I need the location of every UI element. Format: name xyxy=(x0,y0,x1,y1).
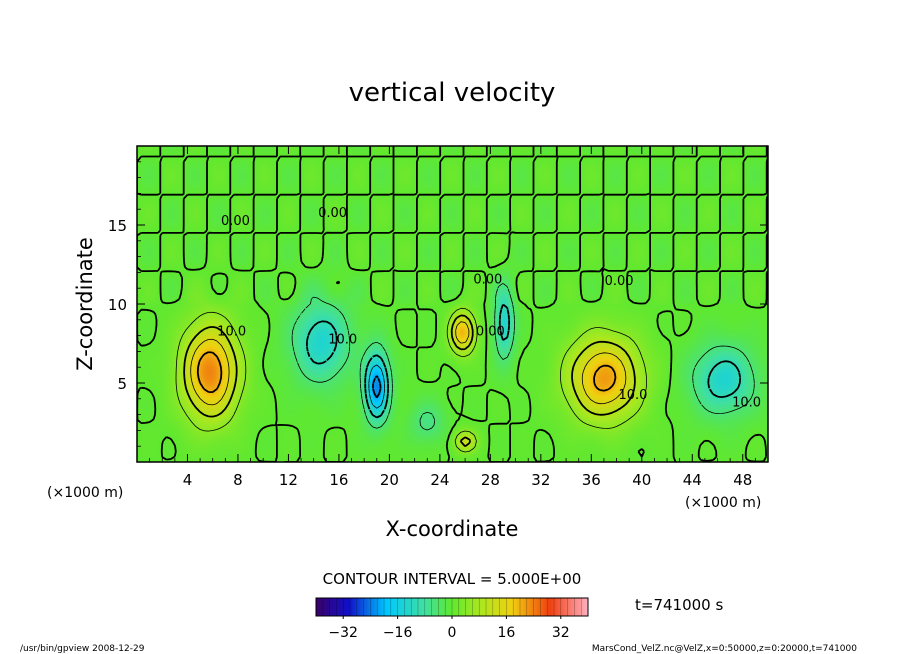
colorbar-tick-label: 0 xyxy=(448,625,457,641)
colorbar-ticks: −32 −16 0 16 32 xyxy=(328,616,570,641)
x-tick-label: 16 xyxy=(329,471,348,489)
colorbar-tick-label: −32 xyxy=(328,625,358,641)
contour-level-neg15 xyxy=(368,364,385,409)
contour-label: 10.0 xyxy=(618,388,647,403)
x-unit-left: (×1000 m) xyxy=(47,485,123,501)
contour-label: 0.00 xyxy=(473,272,502,287)
x-unit-right: (×1000 m) xyxy=(685,495,761,511)
x-tick-label: 48 xyxy=(733,471,752,489)
contour-interval-text: CONTOUR INTERVAL = 5.000E+00 xyxy=(323,570,582,588)
x-tick-label: 12 xyxy=(279,471,298,489)
colorbar-stripes xyxy=(322,598,582,616)
contour-label: 10.0 xyxy=(732,396,761,411)
contour-label: 10.0 xyxy=(217,325,246,340)
x-tick-label: 32 xyxy=(531,471,550,489)
colorbar-tick-label: 16 xyxy=(497,625,515,641)
x-tick-label: 20 xyxy=(380,471,399,489)
time-label: t=741000 s xyxy=(635,596,723,614)
contour-labels: 0.00 10.0 0.00 10.0 0.00 0.00 0.00 10.0 10.0 xyxy=(217,206,761,411)
x-tick-label: 40 xyxy=(632,471,651,489)
x-tick-label: 36 xyxy=(582,471,601,489)
footer-left: /usr/bin/gpview 2008-12-29 xyxy=(20,644,145,654)
contour-level-5 xyxy=(175,307,647,453)
contour-level-20 xyxy=(196,351,617,393)
contour-label: 0.00 xyxy=(221,214,250,229)
colorbar-tick-label: 32 xyxy=(552,625,570,641)
y-tick-label: 10 xyxy=(108,296,127,314)
contour-level-neg20 xyxy=(372,375,382,399)
contour-level-neg5 xyxy=(291,282,755,431)
y-axis-label: Z-coordinate xyxy=(73,237,97,371)
x-tick-label: 24 xyxy=(430,471,449,489)
contour-level-10 xyxy=(183,314,636,448)
contour-level-15 xyxy=(190,321,627,406)
contour-label: 0.00 xyxy=(318,206,347,221)
x-tick-label: 44 xyxy=(683,471,702,489)
contour-label: 10.0 xyxy=(328,333,357,348)
y-tick-label: 15 xyxy=(108,217,127,235)
velocity-field-image xyxy=(137,146,768,462)
y-axis: 5 10 15 xyxy=(108,161,768,447)
x-axis: 4 8 12 16 20 24 28 32 36 40 44 48 xyxy=(149,146,756,489)
contour-level-neg10 xyxy=(306,303,742,419)
colorbar-tick-label: −16 xyxy=(383,625,413,641)
y-tick-label: 5 xyxy=(117,375,127,393)
contour-label: 0.00 xyxy=(476,325,505,340)
colorbar: −32 −16 0 16 32 xyxy=(315,597,589,641)
contour-lines xyxy=(137,146,768,462)
x-tick-label: 28 xyxy=(481,471,500,489)
footer-right: MarsCond_VelZ.nc@VelZ,x=0:50000,z=0:2000… xyxy=(592,644,857,654)
plot-area: 0.00 10.0 0.00 10.0 0.00 0.00 0.00 10.0 10.0 xyxy=(136,145,769,463)
x-tick-label: 8 xyxy=(233,471,243,489)
chart-title: vertical velocity xyxy=(349,78,556,108)
x-tick-label: 4 xyxy=(183,471,193,489)
x-axis-label: X-coordinate xyxy=(386,517,519,541)
contour-label: 0.00 xyxy=(605,274,634,289)
